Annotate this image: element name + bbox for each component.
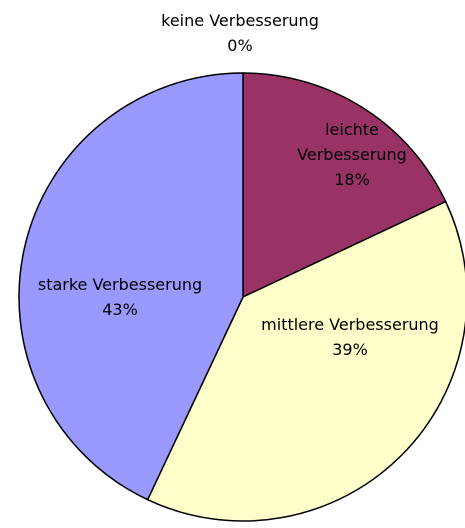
slice-label: starke Verbesserung 43% [10,272,230,322]
pie-slice [18,72,244,501]
pie-slice [146,200,465,522]
value-label: 0% [227,36,253,55]
category-name: leichte Verbesserung [297,120,407,164]
value-label: 18% [334,170,370,189]
slice-label: mittlere Verbesserung 39% [230,312,465,362]
category-name: mittlere Verbesserung [261,315,439,334]
value-label: 39% [332,340,368,359]
slice-label: leichte Verbesserung 18% [287,117,417,192]
category-name: keine Verbesserung [161,11,319,30]
value-label: 43% [102,300,138,319]
pie-slice [242,72,447,299]
category-name: starke Verbesserung [37,275,203,294]
slice-label: keine Verbesserung 0% [90,8,390,58]
